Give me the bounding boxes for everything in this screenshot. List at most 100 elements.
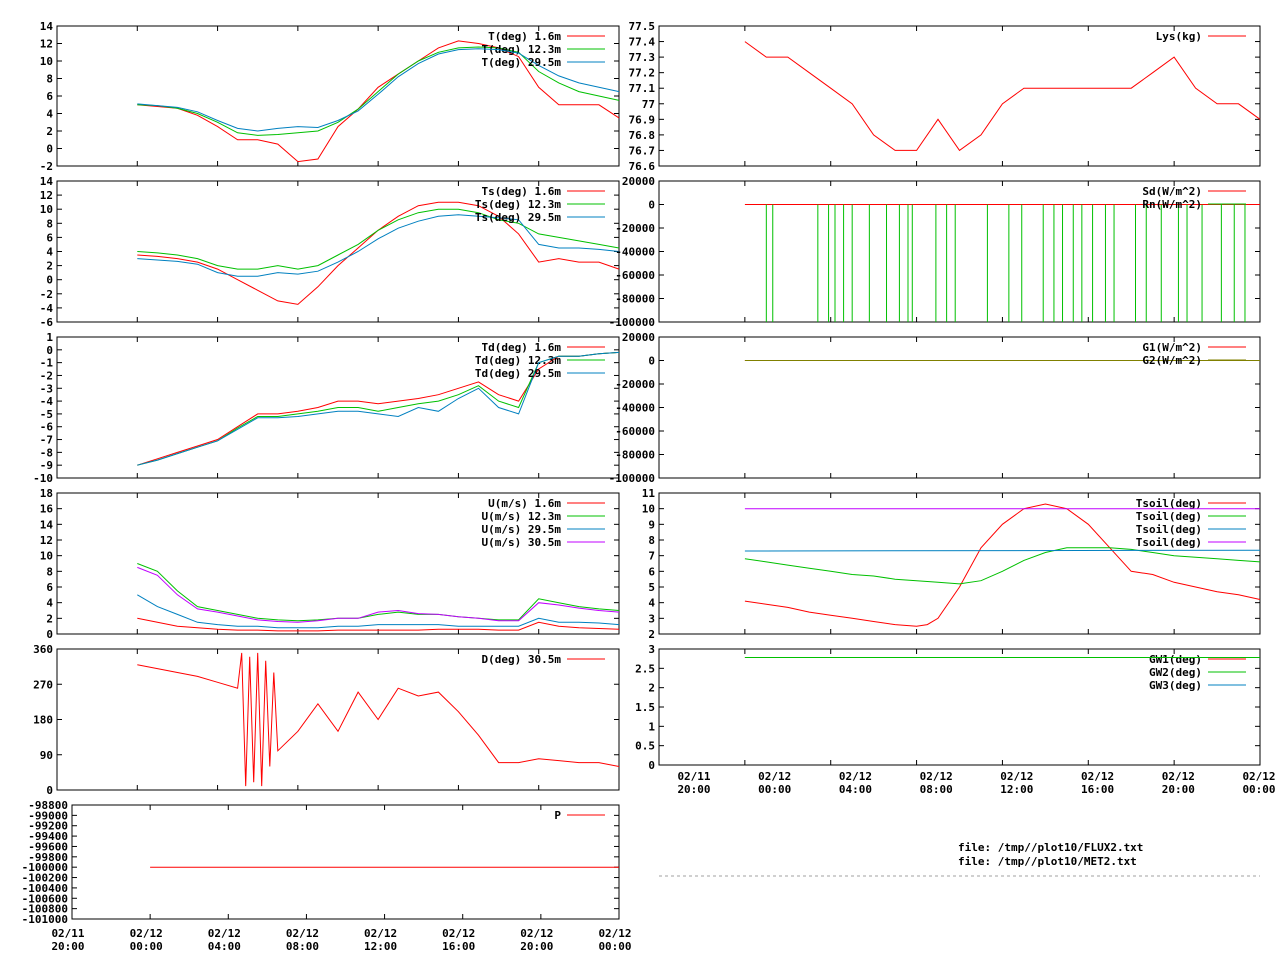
y-tick-label: 0 — [46, 143, 53, 156]
left-x-tick-label: 02/12 — [364, 927, 397, 940]
y-tick-label: 1 — [46, 331, 53, 344]
series-line — [744, 547, 1261, 585]
y-tick-label: -60000 — [615, 269, 655, 282]
legend-label: Tsoil(deg) — [1136, 536, 1202, 549]
y-tick-label: -6 — [40, 316, 54, 329]
left-x-tick-label: 02/12 — [130, 927, 163, 940]
legend-label: GW2(deg) — [1149, 666, 1202, 679]
y-tick-label: 0 — [46, 274, 53, 287]
y-tick-label: 2 — [46, 260, 53, 273]
left-x-tick-label: 12:00 — [364, 940, 397, 953]
y-tick-label: 7 — [648, 550, 655, 563]
y-tick-label: -98800 — [28, 799, 68, 812]
left-x-tick-label: 02/12 — [208, 927, 241, 940]
y-tick-label: -9 — [40, 459, 53, 472]
series-line — [744, 503, 1261, 627]
right-x-tick-label: 02/12 — [920, 770, 953, 783]
legend-label: Rn(W/m^2) — [1142, 198, 1202, 211]
series-line — [137, 563, 620, 622]
y-tick-label: 11 — [642, 487, 656, 500]
left-x-tick-label: 00:00 — [130, 940, 163, 953]
legend-label: GW1(deg) — [1149, 653, 1202, 666]
y-tick-label: 2.5 — [635, 662, 655, 675]
y-tick-label: 4 — [46, 246, 53, 259]
y-tick-label: 0 — [648, 759, 655, 772]
legend-label: P — [554, 809, 561, 822]
y-tick-label: -100000 — [22, 861, 68, 874]
y-tick-label: 90 — [40, 749, 53, 762]
left-x-tick-label: 00:00 — [598, 940, 631, 953]
series-line — [137, 46, 620, 136]
y-tick-label: 76.9 — [629, 113, 656, 126]
y-tick-label: -6 — [40, 421, 54, 434]
y-tick-label: 76.8 — [629, 129, 656, 142]
right-x-tick-label: 02/12 — [1000, 770, 1033, 783]
y-tick-label: 0.5 — [635, 740, 655, 753]
y-tick-label: -1 — [40, 357, 54, 370]
y-tick-label: 2 — [648, 682, 655, 695]
legend-label: Sd(W/m^2) — [1142, 185, 1202, 198]
y-tick-label: -100600 — [22, 892, 68, 905]
y-tick-label: 10 — [40, 550, 53, 563]
legend-label: Ts(deg) 12.3m — [475, 198, 561, 211]
y-tick-label: -40000 — [615, 246, 655, 259]
y-tick-label: 12 — [40, 534, 53, 547]
left-x-tick-label: 20:00 — [51, 940, 84, 953]
y-tick-label: 0 — [648, 199, 655, 212]
y-tick-label: 77 — [642, 98, 655, 111]
left-x-tick-label: 02/12 — [286, 927, 319, 940]
left-x-tick-label: 02/12 — [442, 927, 475, 940]
y-tick-label: 77.4 — [629, 36, 656, 49]
legend-label: G2(W/m^2) — [1142, 354, 1202, 367]
right-x-tick-label: 00:00 — [1242, 783, 1275, 796]
left-x-tick-label: 02/12 — [520, 927, 553, 940]
legend-label: T(deg) 29.5m — [482, 56, 562, 69]
y-tick-label: 77.3 — [629, 51, 656, 64]
y-tick-label: 77.5 — [629, 20, 656, 33]
file-label-flux: file: /tmp//plot10/FLUX2.txt — [958, 841, 1144, 854]
file-label-met: file: /tmp//plot10/MET2.txt — [958, 855, 1137, 868]
legend-label: Tsoil(deg) — [1136, 510, 1202, 523]
y-tick-label: -40000 — [615, 402, 655, 415]
legend-label: G1(W/m^2) — [1142, 341, 1202, 354]
y-tick-label: 0 — [46, 784, 53, 797]
y-tick-label: 1.5 — [635, 701, 655, 714]
y-tick-label: 20000 — [622, 175, 655, 188]
legend-label: U(m/s) 29.5m — [482, 523, 562, 536]
plot-frame-p6 — [71, 804, 620, 920]
y-tick-label: 360 — [33, 643, 53, 656]
series-line — [137, 351, 620, 466]
y-tick-label: -99800 — [28, 851, 68, 864]
series-line — [137, 652, 620, 787]
plot-frame-p3 — [56, 336, 620, 479]
y-tick-label: 14 — [40, 175, 54, 188]
right-x-tick-label: 02/11 — [677, 770, 710, 783]
legend-label: Tsoil(deg) — [1136, 497, 1202, 510]
plot-frame-p7 — [658, 25, 1261, 167]
y-tick-label: -100200 — [22, 872, 68, 885]
plot-frame-p4 — [56, 492, 620, 635]
y-tick-label: 16 — [40, 503, 54, 516]
y-tick-label: -60000 — [615, 425, 655, 438]
plot-frame-p5 — [56, 648, 620, 791]
y-tick-label: -7 — [40, 434, 53, 447]
plot-frame-p10 — [658, 492, 1261, 635]
y-tick-label: -3 — [40, 382, 53, 395]
y-tick-label: -80000 — [615, 293, 655, 306]
legend-label: D(deg) 30.5m — [482, 653, 562, 666]
y-tick-label: -20000 — [615, 378, 655, 391]
right-x-tick-label: 12:00 — [1000, 783, 1033, 796]
y-tick-label: -99200 — [28, 820, 68, 833]
y-tick-label: 14 — [40, 518, 54, 531]
y-tick-label: 0 — [648, 355, 655, 368]
right-x-tick-label: 16:00 — [1081, 783, 1114, 796]
y-tick-label: 18 — [40, 487, 53, 500]
y-tick-label: -100800 — [22, 903, 68, 916]
y-tick-label: 6 — [46, 90, 53, 103]
y-tick-label: 2 — [46, 612, 53, 625]
series-line — [137, 48, 620, 132]
y-tick-label: 1 — [648, 720, 655, 733]
y-tick-label: 12 — [40, 189, 53, 202]
right-x-tick-label: 02/12 — [839, 770, 872, 783]
y-tick-label: 76.6 — [629, 160, 656, 173]
